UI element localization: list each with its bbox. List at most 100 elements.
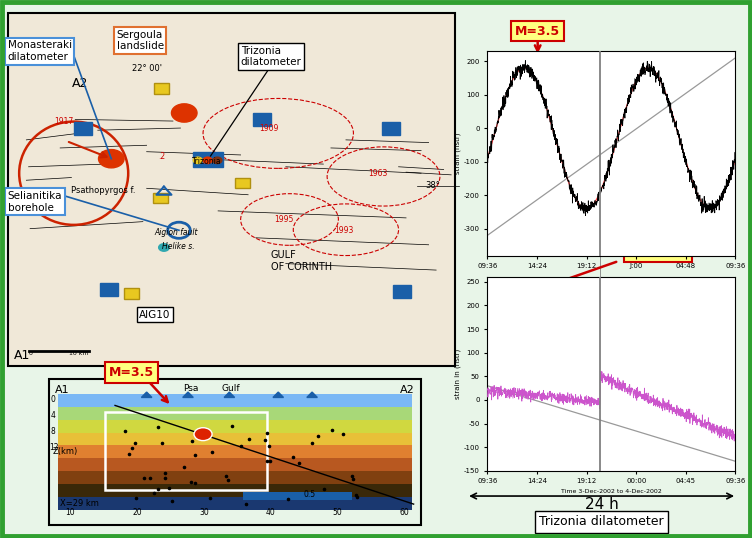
Point	[351, 493, 363, 501]
Text: 10: 10	[65, 508, 74, 517]
Point	[226, 422, 238, 430]
Text: Psa: Psa	[183, 384, 198, 393]
Point	[262, 442, 274, 451]
Text: GULF
OF CORINTH: GULF OF CORINTH	[271, 250, 332, 272]
Text: 1995: 1995	[274, 215, 294, 224]
Point	[204, 494, 216, 502]
Bar	[105, 412, 267, 490]
Text: Z(km): Z(km)	[53, 448, 78, 456]
Text: A1: A1	[55, 385, 69, 395]
Text: Gulf: Gulf	[222, 384, 241, 393]
Bar	[382, 122, 400, 134]
Text: Psathopyrgos f.: Psathopyrgos f.	[71, 187, 136, 195]
Bar	[74, 122, 92, 134]
Point	[177, 463, 190, 471]
Point	[293, 459, 305, 468]
Point	[159, 474, 171, 483]
Text: 1917: 1917	[54, 117, 74, 125]
Point	[163, 484, 175, 493]
Text: Trizonia dilatometer: Trizonia dilatometer	[539, 515, 664, 528]
Point	[153, 423, 165, 431]
Bar	[124, 288, 139, 299]
Text: X=29 km: X=29 km	[60, 499, 99, 507]
Text: 60: 60	[400, 508, 409, 517]
Point	[235, 442, 247, 451]
Text: AIG10: AIG10	[139, 310, 171, 320]
X-axis label: Time 3-Dec-2002 to 4-Dec-2002: Time 3-Dec-2002 to 4-Dec-2002	[561, 489, 662, 493]
Text: Strain
transient: Strain transient	[628, 231, 689, 259]
Point	[186, 436, 198, 445]
Text: 30: 30	[199, 508, 208, 517]
Point	[159, 469, 171, 478]
Point	[240, 499, 252, 508]
Circle shape	[171, 104, 197, 122]
Point	[166, 496, 178, 505]
Bar	[49, 379, 421, 525]
Point	[287, 452, 299, 461]
Circle shape	[193, 157, 202, 164]
Text: A2: A2	[400, 385, 415, 395]
Text: 50: 50	[333, 508, 342, 517]
Text: A2: A2	[71, 77, 88, 90]
Circle shape	[213, 157, 222, 164]
Text: 0.5: 0.5	[303, 491, 315, 499]
Text: 8: 8	[50, 427, 55, 436]
Polygon shape	[224, 392, 235, 398]
Text: 0: 0	[50, 395, 55, 404]
Bar	[100, 283, 118, 296]
Point	[129, 438, 141, 447]
Circle shape	[194, 428, 212, 441]
Point	[281, 495, 293, 504]
Text: A1: A1	[14, 349, 30, 362]
Text: Monasteraki
dilatometer: Monasteraki dilatometer	[8, 40, 71, 62]
Polygon shape	[307, 392, 317, 398]
Circle shape	[203, 157, 212, 164]
Text: Aigion fault: Aigion fault	[154, 228, 198, 237]
Y-axis label: strain (nstr): strain (nstr)	[454, 132, 461, 174]
Bar	[58, 458, 412, 471]
Point	[189, 450, 201, 459]
Bar	[253, 113, 271, 126]
Text: 22° 00': 22° 00'	[132, 65, 162, 73]
Point	[318, 484, 330, 493]
Point	[206, 448, 218, 456]
Point	[347, 475, 359, 484]
Text: .2: .2	[158, 152, 165, 160]
Point	[144, 474, 156, 483]
Point	[138, 473, 150, 482]
Text: Sergoula
landslide: Sergoula landslide	[117, 30, 164, 51]
Bar	[58, 471, 412, 484]
Bar	[58, 445, 412, 458]
Text: 4: 4	[50, 411, 55, 420]
Bar	[8, 13, 455, 366]
Text: M=3.5: M=3.5	[109, 366, 154, 379]
Text: 20: 20	[132, 508, 141, 517]
Y-axis label: strain in (nstr): strain in (nstr)	[454, 349, 461, 399]
Point	[346, 471, 358, 480]
Point	[130, 494, 142, 502]
Circle shape	[159, 244, 169, 251]
Bar	[235, 178, 250, 188]
Text: 1993: 1993	[335, 226, 354, 235]
Text: 10 km: 10 km	[69, 351, 89, 356]
Point	[222, 475, 234, 484]
Text: 40: 40	[266, 508, 275, 517]
Polygon shape	[273, 392, 284, 398]
Bar	[58, 407, 412, 420]
Text: 1963: 1963	[368, 169, 388, 178]
Text: Trizonia
dilatometer: Trizonia dilatometer	[241, 46, 302, 67]
Bar	[58, 420, 412, 433]
Point	[259, 435, 271, 444]
Text: 24 h: 24 h	[585, 497, 618, 512]
Bar	[58, 433, 412, 445]
Text: 0: 0	[29, 351, 32, 356]
Polygon shape	[141, 392, 152, 398]
Bar	[58, 484, 412, 497]
Bar	[58, 394, 412, 407]
Point	[126, 444, 138, 452]
Point	[153, 485, 165, 494]
Circle shape	[99, 150, 124, 168]
Point	[350, 491, 362, 499]
Text: 1909: 1909	[259, 124, 279, 132]
Text: Trizonia: Trizonia	[192, 157, 221, 166]
